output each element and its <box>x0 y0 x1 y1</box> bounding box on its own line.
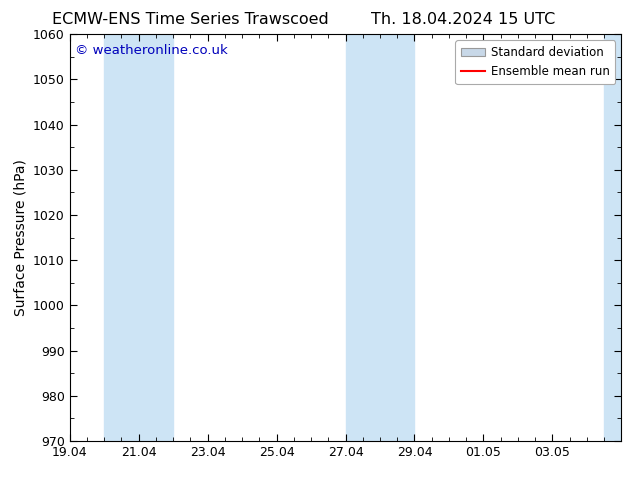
Bar <box>346 34 415 441</box>
Text: Th. 18.04.2024 15 UTC: Th. 18.04.2024 15 UTC <box>371 12 555 27</box>
Bar <box>604 34 621 441</box>
Text: ECMW-ENS Time Series Trawscoed: ECMW-ENS Time Series Trawscoed <box>52 12 328 27</box>
Y-axis label: Surface Pressure (hPa): Surface Pressure (hPa) <box>13 159 27 316</box>
Bar <box>104 34 173 441</box>
Legend: Standard deviation, Ensemble mean run: Standard deviation, Ensemble mean run <box>455 40 616 84</box>
Text: © weatheronline.co.uk: © weatheronline.co.uk <box>75 45 228 57</box>
